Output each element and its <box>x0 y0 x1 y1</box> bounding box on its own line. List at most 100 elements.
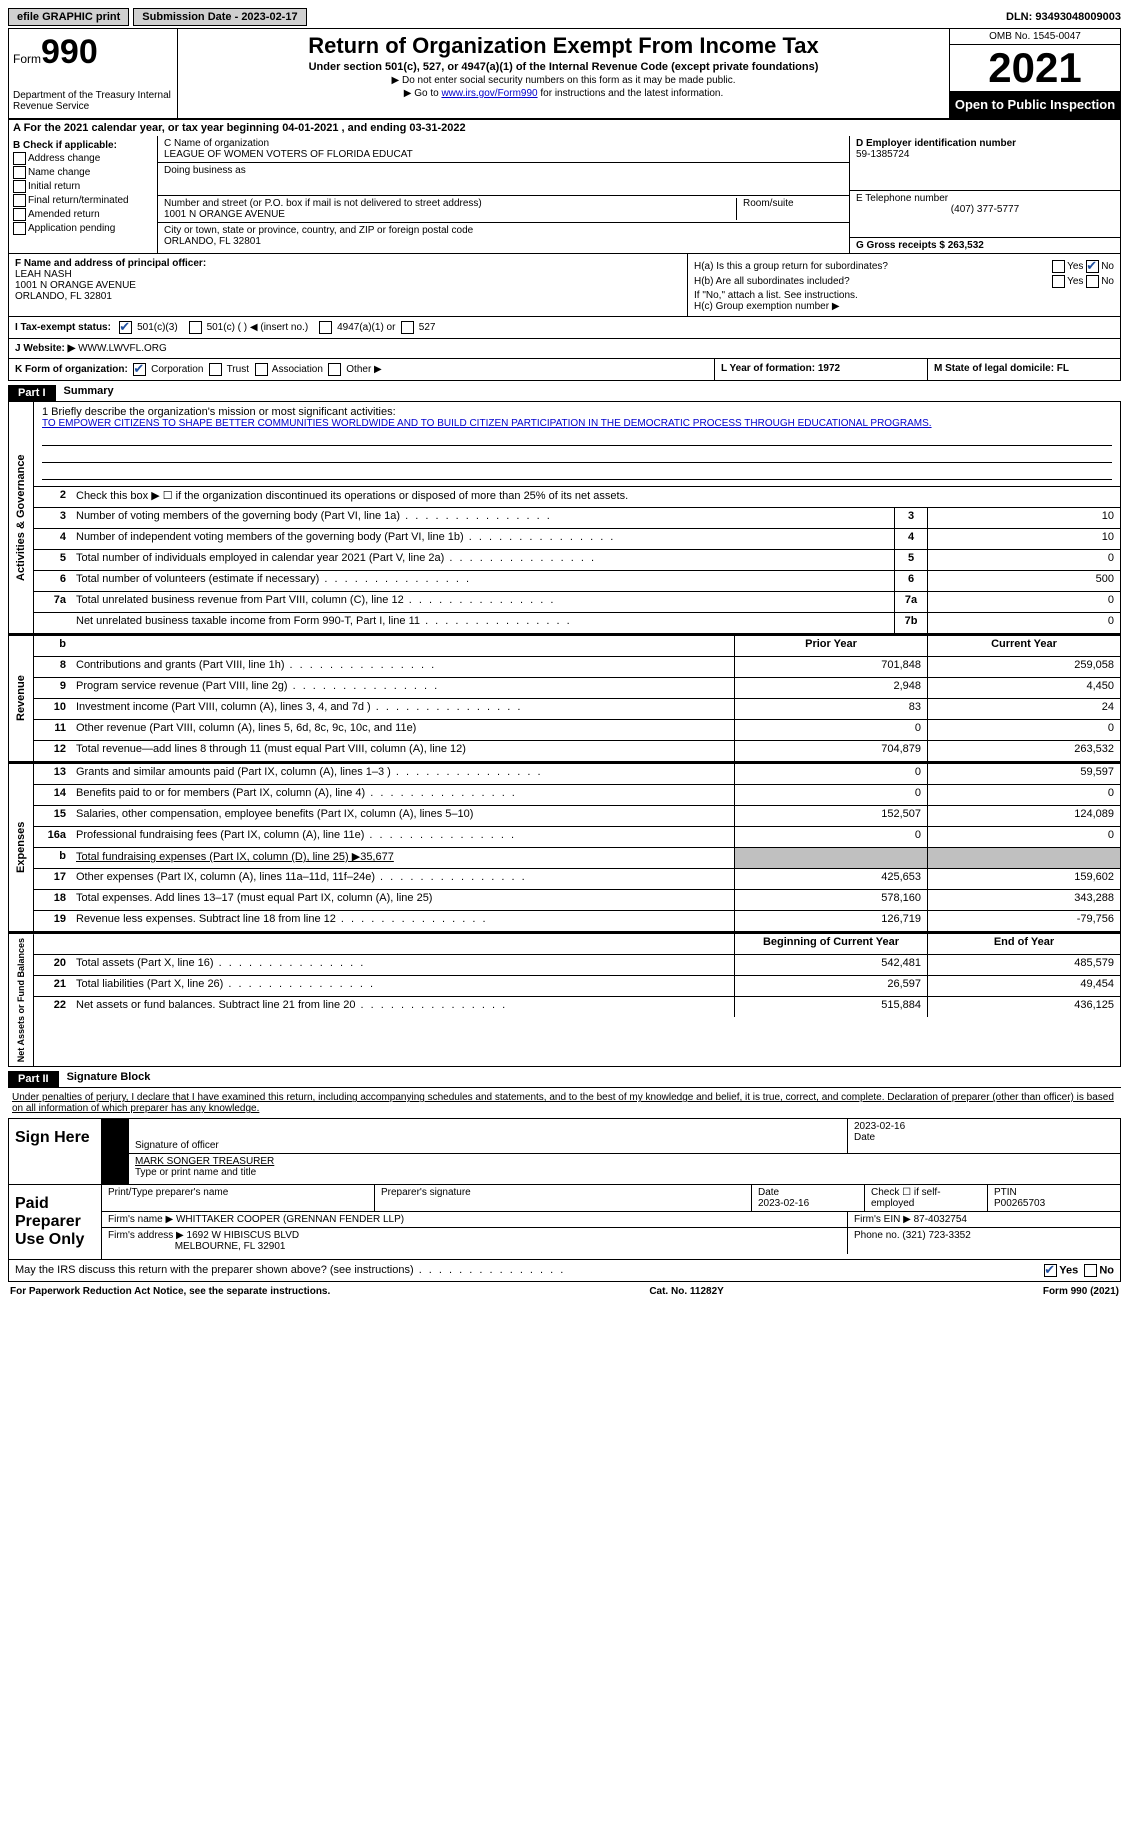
line16a-c: 0 <box>927 827 1120 847</box>
k-other: Other ▶ <box>346 364 381 375</box>
discuss-row: May the IRS discuss this return with the… <box>8 1260 1121 1282</box>
cb-corp[interactable] <box>133 363 146 376</box>
i-501c: 501(c) ( ) ◀ (insert no.) <box>207 322 309 333</box>
line19-desc: Revenue less expenses. Subtract line 18 … <box>72 911 734 931</box>
cb-527[interactable] <box>401 321 414 334</box>
cb-final-return[interactable]: Final return/terminated <box>13 194 153 207</box>
line17-p: 425,653 <box>734 869 927 889</box>
mission-text: TO EMPOWER CITIZENS TO SHAPE BETTER COMM… <box>42 418 1112 429</box>
line18-desc: Total expenses. Add lines 13–17 (must eq… <box>72 890 734 910</box>
efile-button[interactable]: efile GRAPHIC print <box>8 8 129 26</box>
cb-amended[interactable]: Amended return <box>13 208 153 221</box>
line9-c: 4,450 <box>927 678 1120 698</box>
line2: Check this box ▶ ☐ if the organization d… <box>72 487 1120 507</box>
side-netassets: Net Assets or Fund Balances <box>9 934 34 1066</box>
c-city-label: City or town, state or province, country… <box>164 225 843 236</box>
prep-date-label: Date <box>758 1187 779 1198</box>
cb-name-change[interactable]: Name change <box>13 166 153 179</box>
line17-c: 159,602 <box>927 869 1120 889</box>
firm-name: WHITTAKER COOPER (GRENNAN FENDER LLP) <box>176 1214 404 1225</box>
col-prior: Prior Year <box>734 636 927 656</box>
c-addr: 1001 N ORANGE AVENUE <box>164 209 736 220</box>
cb-assoc[interactable] <box>255 363 268 376</box>
cb-other[interactable] <box>328 363 341 376</box>
line11-p: 0 <box>734 720 927 740</box>
cb-app-pending[interactable]: Application pending <box>13 222 153 235</box>
ha-answer[interactable]: Yes No <box>1052 260 1114 273</box>
line7b-val: 0 <box>927 613 1120 633</box>
line12-c: 263,532 <box>927 741 1120 761</box>
d-ein: 59-1385724 <box>856 149 1114 160</box>
part1-title: Summary <box>56 385 114 397</box>
line6-val: 500 <box>927 571 1120 591</box>
line18-p: 578,160 <box>734 890 927 910</box>
firm-ein: Firm's EIN ▶ 87-4032754 <box>848 1212 1120 1227</box>
cb-501c3[interactable] <box>119 321 132 334</box>
side-activities: Activities & Governance <box>9 402 34 633</box>
line15-desc: Salaries, other compensation, employee b… <box>72 806 734 826</box>
submission-date-button[interactable]: Submission Date - 2023-02-17 <box>133 8 306 26</box>
cb-trust[interactable] <box>209 363 222 376</box>
hc-label: H(c) Group exemption number ▶ <box>694 301 1114 312</box>
line15-p: 152,507 <box>734 806 927 826</box>
hb-answer[interactable]: Yes No <box>1052 275 1114 288</box>
d-gross: G Gross receipts $ 263,532 <box>850 238 1120 253</box>
l-year: L Year of formation: 1972 <box>714 359 927 380</box>
col-begin: Beginning of Current Year <box>734 934 927 954</box>
side-revenue: Revenue <box>9 636 34 761</box>
line17-desc: Other expenses (Part IX, column (A), lin… <box>72 869 734 889</box>
line3-desc: Number of voting members of the governin… <box>72 508 894 528</box>
line20-desc: Total assets (Part X, line 16) <box>72 955 734 975</box>
line21-c: 49,454 <box>927 976 1120 996</box>
sign-here-label: Sign Here <box>9 1119 102 1184</box>
prep-h1: Print/Type preparer's name <box>102 1185 375 1211</box>
c-city: ORLANDO, FL 32801 <box>164 236 843 247</box>
sig-date-label: Date <box>854 1132 875 1143</box>
header-left: Form990 Department of the Treasury Inter… <box>9 29 178 118</box>
cb-4947[interactable] <box>319 321 332 334</box>
line11-desc: Other revenue (Part VIII, column (A), li… <box>72 720 734 740</box>
form-subtitle: Under section 501(c), 527, or 4947(a)(1)… <box>186 61 941 73</box>
line13-desc: Grants and similar amounts paid (Part IX… <box>72 764 734 784</box>
line22-c: 436,125 <box>927 997 1120 1017</box>
header-center: Return of Organization Exempt From Incom… <box>178 29 949 118</box>
col-current: Current Year <box>927 636 1120 656</box>
sig-officer-label: Signature of officer <box>135 1140 841 1151</box>
irs-link[interactable]: www.irs.gov/Form990 <box>441 88 537 99</box>
instruction-2: ▶ Go to www.irs.gov/Form990 for instruct… <box>186 88 941 99</box>
line16a-desc: Professional fundraising fees (Part IX, … <box>72 827 734 847</box>
i-4947: 4947(a)(1) or <box>337 322 395 333</box>
d-ein-label: D Employer identification number <box>856 138 1114 149</box>
col-b-checkboxes: B Check if applicable: Address change Na… <box>9 136 158 253</box>
discuss-answer[interactable]: Yes No <box>1044 1264 1114 1277</box>
footer-mid: Cat. No. 11282Y <box>649 1286 723 1297</box>
cb-initial-return[interactable]: Initial return <box>13 180 153 193</box>
f-label: F Name and address of principal officer: <box>15 258 681 269</box>
line21-desc: Total liabilities (Part X, line 26) <box>72 976 734 996</box>
sig-date: 2023-02-16 <box>854 1121 905 1132</box>
c-addr-label: Number and street (or P.O. box if mail i… <box>164 198 736 209</box>
line22-desc: Net assets or fund balances. Subtract li… <box>72 997 734 1017</box>
line20-p: 542,481 <box>734 955 927 975</box>
prep-selfemp[interactable]: Check ☐ if self-employed <box>865 1185 988 1211</box>
signer-name-label: Type or print name and title <box>135 1167 256 1178</box>
row-j-website: J Website: ▶ WWW.LWVFL.ORG <box>8 339 1121 359</box>
line7a-val: 0 <box>927 592 1120 612</box>
form-header: Form990 Department of the Treasury Inter… <box>8 28 1121 120</box>
instr2-post: for instructions and the latest informat… <box>538 88 724 99</box>
line12-desc: Total revenue—add lines 8 through 11 (mu… <box>72 741 734 761</box>
f-addr2: ORLANDO, FL 32801 <box>15 291 681 302</box>
prep-ptin-label: PTIN <box>994 1187 1017 1198</box>
cb-address-change[interactable]: Address change <box>13 152 153 165</box>
col-d-ein: D Employer identification number 59-1385… <box>849 136 1120 253</box>
line11-c: 0 <box>927 720 1120 740</box>
k-corp: Corporation <box>151 364 203 375</box>
i-501c3: 501(c)(3) <box>137 322 178 333</box>
j-value: WWW.LWVFL.ORG <box>75 343 166 354</box>
cb-501c[interactable] <box>189 321 202 334</box>
line9-p: 2,948 <box>734 678 927 698</box>
sign-here-block: Sign Here Signature of officer 2023-02-1… <box>8 1118 1121 1185</box>
line9-desc: Program service revenue (Part VIII, line… <box>72 678 734 698</box>
firm-name-label: Firm's name ▶ <box>108 1214 173 1225</box>
line16b-desc: Total fundraising expenses (Part IX, col… <box>72 848 734 868</box>
